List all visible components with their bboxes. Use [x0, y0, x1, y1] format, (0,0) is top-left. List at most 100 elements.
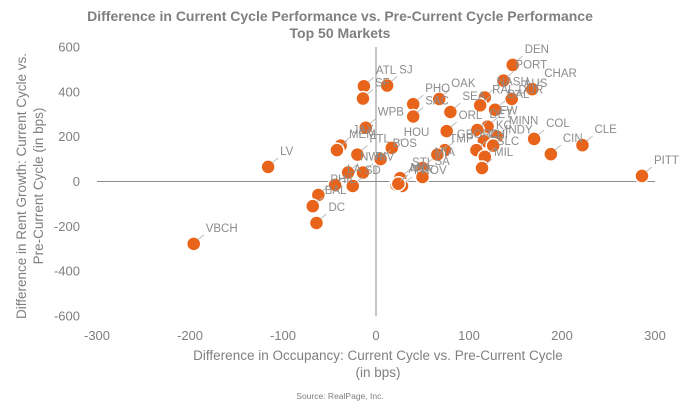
point-wpb-label: WPB	[378, 107, 405, 119]
point-gboro-label: GBORO	[457, 129, 500, 141]
point-lv	[260, 159, 276, 175]
point-wpb	[358, 119, 374, 136]
point-dal-label: DAL	[507, 89, 530, 101]
point-den-label: DEN	[525, 44, 549, 56]
chart-title: Difference in Current Cycle Performance …	[87, 8, 593, 24]
point-stl-label: STL	[412, 157, 434, 169]
point-ana-label: ANA	[408, 164, 432, 176]
point-orl	[438, 123, 455, 139]
point-cle-leader	[586, 135, 593, 142]
point-sea	[442, 104, 459, 120]
point-sa-leader	[426, 167, 433, 174]
point-hou-leader	[395, 138, 403, 145]
point-oak-label: OAK	[451, 78, 476, 90]
point-sf	[355, 90, 371, 107]
x-tick-label: -100	[270, 328, 296, 343]
point-la	[327, 177, 343, 193]
point-mia-label: MIA	[435, 147, 456, 159]
point-den-leader	[516, 55, 523, 62]
point-indy-leader	[496, 136, 504, 142]
x-tick-label: -300	[84, 328, 110, 343]
y-tick-label: 600	[58, 40, 80, 55]
point-mil-label: MIL	[494, 147, 514, 159]
point-ny-label: NY	[410, 163, 426, 175]
point-vbch	[185, 236, 202, 252]
point-phil-label: PHIL	[330, 174, 356, 186]
point-sd	[345, 178, 361, 194]
point-bos-leader	[384, 149, 391, 156]
point-bal-label: BAL	[325, 185, 347, 197]
point-minn-label: MINN	[509, 116, 538, 128]
point-cle-label: CLE	[594, 124, 617, 136]
point-cle	[574, 137, 591, 153]
point-nash-leader	[488, 88, 496, 94]
point-riv	[355, 164, 371, 181]
point-cin-label: CIN	[563, 133, 583, 145]
point-ftl	[349, 146, 366, 163]
point-tmp	[429, 146, 446, 163]
point-mia-leader	[426, 158, 433, 165]
point-bos-label: BOS	[393, 138, 418, 150]
source-note: Source: RealPage, Inc.	[296, 391, 384, 401]
y-tick-label: -400	[54, 264, 80, 279]
point-wpb-leader	[369, 118, 377, 125]
point-nwk-label: NWK	[360, 152, 387, 164]
point-mem	[329, 142, 345, 158]
point-vbch-leader	[197, 234, 204, 241]
point-pho-leader	[416, 94, 424, 101]
point-orl-label: ORL	[459, 110, 483, 122]
point-pho-label: PHO	[425, 83, 450, 95]
point-mil-leader	[485, 158, 493, 165]
point-aus-leader	[515, 89, 523, 96]
point-sf-label: SF	[375, 78, 390, 90]
x-tick-label: 100	[458, 328, 480, 343]
x-tick-label: 200	[551, 328, 573, 343]
point-phil-leader	[322, 185, 329, 192]
point-sd-leader	[356, 176, 364, 183]
y-tick-label: 200	[58, 129, 80, 144]
point-gboro-leader	[448, 140, 456, 147]
y-axis-label-line2: Pre-Current Cycle (in bps)	[31, 108, 46, 265]
point-col-leader	[537, 129, 545, 136]
point-lv-label: LV	[280, 146, 294, 158]
point-sac-leader	[416, 107, 424, 113]
point-col-label: COL	[546, 118, 570, 130]
point-sea-label: SEA	[462, 91, 485, 103]
point-ral-dur	[472, 97, 488, 114]
point-kc-label: KC	[496, 120, 512, 132]
y-tick-label: 400	[58, 84, 80, 99]
point-orl-leader	[450, 121, 457, 128]
point-mem-label: MEM	[349, 129, 376, 141]
point-kc-leader	[487, 131, 495, 138]
point-la-label: LA	[347, 164, 361, 176]
point-stl-leader	[403, 168, 411, 175]
point-chi-leader	[480, 140, 487, 147]
y-axis-label-line1: Difference in Rent Growth: Current Cycle…	[14, 53, 29, 319]
point-pitt-label: PITT	[654, 155, 679, 167]
point-port-label: PORT	[515, 60, 547, 72]
point-slc-label: SLC	[497, 136, 519, 148]
point-port	[495, 72, 512, 89]
point-ral-dur-label: RAL-DUR	[492, 84, 543, 96]
point-hou-label: HOU	[404, 127, 430, 139]
point-port-leader	[507, 71, 514, 77]
point-cin	[543, 146, 559, 162]
point-tmp-leader	[441, 145, 448, 151]
y-tick-label: -200	[54, 219, 80, 234]
x-tick-label: 300	[644, 328, 666, 343]
point-jax-label: JAX	[353, 125, 374, 137]
point-slc-leader	[488, 147, 496, 154]
point-ral-dur-leader	[483, 95, 491, 102]
point-sj-label: SJ	[399, 65, 412, 77]
point-sj	[379, 77, 395, 94]
point-aus	[504, 91, 520, 107]
point-sac	[405, 108, 421, 125]
x-tick-label: -200	[177, 328, 203, 343]
x-axis-label-line1: Difference in Occupancy: Current Cycle v…	[193, 348, 563, 363]
point-riv-leader	[366, 163, 374, 169]
point-vbch-label: VBCH	[206, 223, 238, 235]
x-axis-label-line2: (in bps)	[355, 365, 400, 380]
point-bal	[305, 198, 321, 214]
